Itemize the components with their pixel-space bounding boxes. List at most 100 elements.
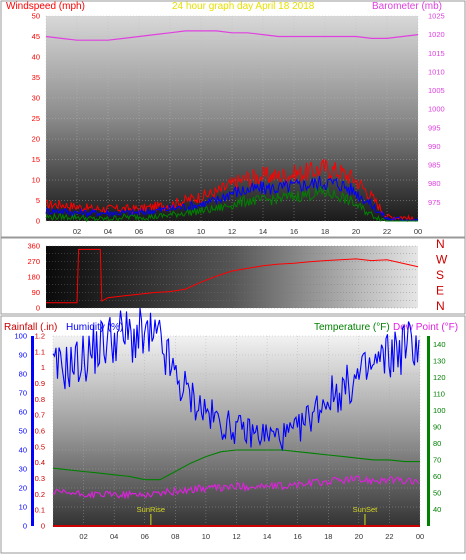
climate-x-tick-label: 18: [324, 532, 332, 541]
wind-x-tick-label: 20: [352, 227, 360, 236]
windavg-line: [45, 186, 418, 223]
humidity-y-tick-label: 30: [19, 465, 27, 474]
temperature-y-tick-label: 140: [433, 340, 446, 349]
direction-y-tick-label: 180: [27, 273, 40, 282]
wind-title: 24 hour graph day April 18 2018: [172, 1, 315, 12]
wind-y-tick-label: 35: [32, 73, 40, 82]
wind-x-tick-label: 14: [259, 227, 267, 236]
humidity-y-tick-label: 70: [19, 389, 27, 398]
temperature-label: Temperature (°F): [314, 322, 390, 333]
barometer-y-tick-label: 980: [428, 179, 441, 188]
temperature-y-tick-label: 70: [433, 455, 441, 464]
humidity-axis-bar: [31, 336, 34, 526]
dewpoint-line: [52, 474, 420, 500]
wind-y-tick-label: 25: [32, 114, 40, 123]
humidity-y-tick-label: 80: [19, 370, 27, 379]
climate-x-tick-label: 22: [385, 532, 393, 541]
climate-x-ticks: 02 04 06 08 10 12 14 16 18 20 22 00: [79, 532, 424, 541]
temperature-y-tick-label: 100: [433, 406, 446, 415]
barometer-y-tick-label: 1020: [428, 30, 445, 39]
humidity-y-tick-label: 0: [23, 522, 27, 531]
wind-y-tick-label: 20: [32, 135, 40, 144]
temperature-y-tick-label: 60: [433, 472, 441, 481]
wind-y-tick-label: 40: [32, 53, 40, 62]
direction-y-tick-label: 270: [27, 257, 40, 266]
barometer-y-tick-label: 1025: [428, 12, 445, 21]
climate-x-tick-label: 08: [171, 532, 179, 541]
wind-y-tick-label: 10: [32, 176, 40, 185]
wind-x-tick-label: 02: [73, 227, 81, 236]
climate-x-tick-label: 14: [263, 532, 271, 541]
climate-x-tick-label: 20: [355, 532, 363, 541]
sunset-label: SunSet: [353, 505, 379, 514]
rain-y-tick-label: 0.2: [35, 490, 45, 499]
rain-y-tick-label: 0.5: [35, 442, 45, 451]
humidity-y-ticks: 0 10 20 30 40 50 60 70 80 90 100: [14, 332, 27, 531]
direction-y-tick-label: 90: [32, 288, 40, 297]
barometer-y-tick-label: 990: [428, 142, 441, 151]
wind-x-tick-label: 04: [104, 227, 112, 236]
barometer-y-tick-label: 1010: [428, 67, 445, 76]
compass-label: E: [436, 284, 444, 298]
direction-series: [46, 248, 419, 304]
climate-x-tick-label: 00: [416, 532, 424, 541]
wind-y-ticks: 0 5 10 15 20 25 30 35 40 45 50: [32, 12, 40, 226]
wind-y-tick-label: 30: [32, 94, 40, 103]
rain-y-tick-label: 1.1: [35, 347, 45, 356]
wind-left-label: Windspeed (mph): [6, 1, 85, 12]
climate-x-tick-label: 10: [202, 532, 210, 541]
wind-x-tick-label: 18: [321, 227, 329, 236]
barometer-y-tick-label: 975: [428, 198, 441, 207]
wind-x-tick-label: 06: [135, 227, 143, 236]
temperature-axis-bar: [427, 336, 430, 526]
windgust_mid-line: [45, 175, 419, 222]
rain-y-ticks: 0 0.1 0.2 0.3 0.4 0.5 0.6 0.7 0.8 0.9 1 1.1 1.2: [35, 332, 45, 531]
temperature-y-tick-label: 40: [433, 505, 441, 514]
direction-y-tick-label: 360: [27, 242, 40, 251]
wind-x-tick-label: 22: [383, 227, 391, 236]
windspeed-line: [45, 158, 418, 223]
climate-x-tick-label: 04: [110, 532, 118, 541]
direction-y-ticks: 0 90 180 270 360: [27, 242, 40, 313]
temperature-y-tick-label: 130: [433, 356, 446, 365]
barometer-y-tick-label: 1000: [428, 105, 445, 114]
humidity-label: Humidity (%): [66, 322, 123, 333]
barometer-y-tick-label: 985: [428, 161, 441, 170]
rain-y-tick-label: 0.1: [35, 506, 45, 515]
rain-y-tick-label: 0.6: [35, 427, 45, 436]
compass-label: N: [436, 299, 445, 313]
wind-y-tick-label: 5: [36, 196, 40, 205]
humidity-y-tick-label: 90: [19, 351, 27, 360]
rain-label: Rainfall (.in): [4, 322, 57, 333]
climate-x-tick-label: 06: [141, 532, 149, 541]
compass-label: S: [436, 268, 444, 282]
wind-right-label: Barometer (mb): [372, 1, 442, 12]
barometer-y-tick-label: 1015: [428, 49, 445, 58]
humidity-y-tick-label: 20: [19, 484, 27, 493]
climate-x-tick-label: 02: [79, 532, 87, 541]
wind-x-tick-label: 16: [290, 227, 298, 236]
direction-grid: [46, 245, 418, 309]
compass-label: N: [436, 237, 445, 251]
rain-y-tick-label: 1.2: [35, 332, 45, 341]
sun-events: SunRise SunSet: [137, 505, 378, 526]
wind-y-tick-label: 15: [32, 155, 40, 164]
wind-y-tick-label: 0: [36, 217, 40, 226]
wind-y-tick-label: 45: [32, 32, 40, 41]
rain-y-tick-label: 0: [41, 522, 45, 531]
wind-x-tick-label: 08: [166, 227, 174, 236]
wind-series: [45, 30, 419, 223]
wind-x-tick-label: 00: [414, 227, 422, 236]
wind-x-tick-label: 12: [228, 227, 236, 236]
barometer-y-ticks: 975 980 985 990 995 1000 1005 1010 1015 1020 1025: [428, 12, 445, 207]
wind-y-tick-label: 50: [32, 12, 40, 21]
wind-x-ticks: 02 04 06 08 10 12 14 16 18 20 22 00: [73, 227, 422, 236]
humidity-y-tick-label: 100: [14, 332, 27, 341]
rain-y-tick-label: 0.7: [35, 411, 45, 420]
rain-y-tick-label: 0.8: [35, 395, 45, 404]
climate-panel: Rainfall (.in) Humidity (%) Temperature …: [0, 307, 466, 554]
wind-panel: Windspeed (mph) 24 hour graph day April …: [0, 0, 466, 238]
barometer-y-tick-label: 1005: [428, 86, 445, 95]
